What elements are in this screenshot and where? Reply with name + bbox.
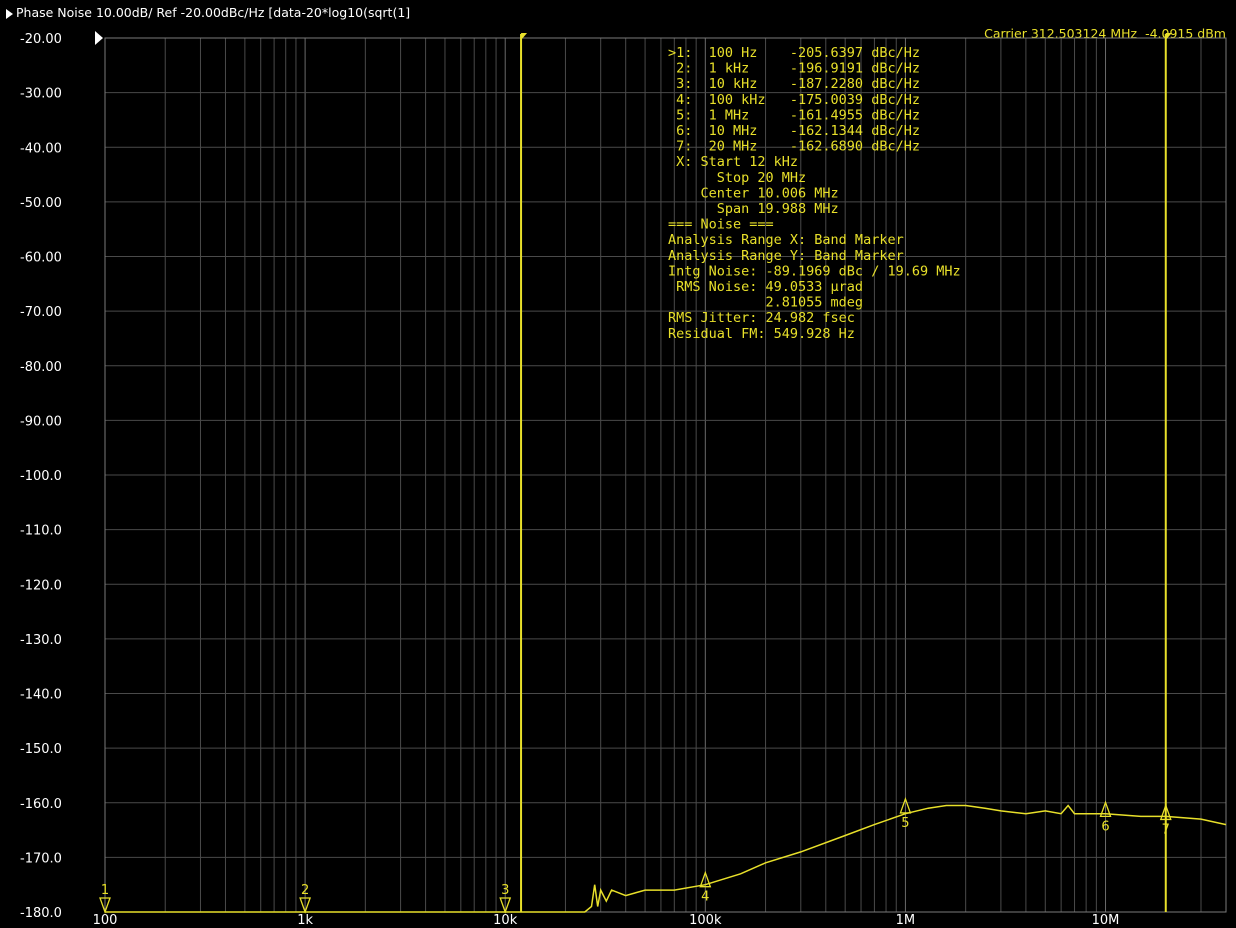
readout-line: Center 10.006 MHz (668, 185, 839, 201)
trace-title: Phase Noise 10.00dB/ Ref -20.00dBc/Hz [d… (16, 5, 411, 20)
readout-line: 2: 1 kHz -196.9191 dBc/Hz (668, 61, 920, 77)
x-axis: 100 1k 10k 100k 1M 10M (93, 913, 1120, 928)
readout-line: 6: 10 MHz -162.1344 dBc/Hz (668, 123, 920, 139)
plot-grid (104, 37, 1227, 913)
readout-line: Analysis Range Y: Band Marker (668, 248, 904, 264)
carrier-label: Carrier 312.503124 MHz (984, 26, 1138, 41)
marker-5-triangle-icon[interactable] (899, 796, 912, 814)
marker-7-label[interactable]: 7 (1162, 822, 1170, 837)
marker-2-label[interactable]: 2 (301, 883, 309, 898)
y-tick-label: -50.00 (20, 196, 62, 211)
marker-6-label[interactable]: 6 (1101, 819, 1109, 834)
readout-line: Analysis Range X: Band Marker (668, 232, 904, 248)
marker-2-triangle-icon[interactable] (299, 897, 312, 914)
y-tick-label: -30.00 (20, 87, 62, 102)
readout-line: RMS Noise: 49.0533 µrad (668, 279, 863, 295)
x-tick-label: 100 (93, 913, 118, 928)
markers[interactable]: 1 2 3 4 5 6 7 (99, 796, 1172, 914)
band-marker-flag-icon[interactable] (1165, 33, 1172, 40)
marker-1-triangle-icon[interactable] (99, 897, 111, 914)
marker-4-triangle-icon[interactable] (699, 870, 712, 888)
marker-readout: >1: 100 Hz -205.6397 dBc/Hz 2: 1 kHz -19… (668, 45, 961, 342)
y-axis: -20.00 -30.00 -40.00 -50.00 -60.00 -70.00 -80.… (20, 31, 103, 921)
trace (105, 804, 1227, 913)
readout-line: RMS Jitter: 24.982 fsec (668, 310, 855, 326)
trace-header: Phase Noise 10.00dB/ Ref -20.00dBc/Hz [d… (0, 0, 1236, 22)
readout-line: 4: 100 kHz -175.0039 dBc/Hz (668, 92, 920, 108)
readout-line: 2.81055 mdeg (668, 295, 863, 311)
y-tick-label: -120.0 (20, 578, 62, 593)
plot-border (104, 37, 1227, 913)
marker-6-triangle-icon[interactable] (1099, 800, 1112, 818)
marker-7-triangle-icon[interactable] (1159, 803, 1172, 821)
y-tick-label: -150.0 (20, 742, 62, 757)
marker-3-label[interactable]: 3 (501, 883, 509, 898)
y-tick-label: -40.00 (20, 141, 62, 156)
readout-line: === Noise === (668, 217, 774, 233)
band-markers[interactable] (520, 33, 1172, 912)
band-marker-flag-icon[interactable] (521, 33, 528, 40)
readout-line: Intg Noise: -89.1969 dBc / 19.69 MHz (668, 263, 961, 279)
readout-line: 5: 1 MHz -161.4955 dBc/Hz (668, 107, 920, 123)
active-trace-triangle-icon[interactable] (6, 9, 13, 19)
y-tick-label: -100.0 (20, 469, 62, 484)
y-tick-label: -90.00 (20, 414, 62, 429)
readout-line: Span 19.988 MHz (668, 201, 839, 217)
plot-frame (104, 37, 1227, 913)
marker-5-label[interactable]: 5 (901, 816, 909, 831)
y-tick-label: -80.00 (20, 360, 62, 375)
readout-line: 3: 10 kHz -187.2280 dBc/Hz (668, 76, 920, 92)
y-tick-label: -60.00 (20, 251, 62, 266)
x-tick-label: 1k (297, 913, 313, 928)
x-tick-label: 10M (1092, 913, 1120, 928)
phase-noise-trace (105, 804, 1227, 913)
x-tick-label: 1M (896, 913, 916, 928)
marker-1-label[interactable]: 1 (101, 883, 109, 898)
readout-line: Stop 20 MHz (668, 170, 806, 186)
y-tick-label: -170.0 (20, 851, 62, 866)
x-tick-label: 100k (689, 913, 722, 928)
y-tick-label: -20.00 (20, 32, 62, 47)
y-tick-label: -130.0 (20, 633, 62, 648)
y-tick-label: -160.0 (20, 797, 62, 812)
ref-level-arrow-icon[interactable] (95, 31, 103, 45)
x-tick-label: 10k (493, 913, 518, 928)
marker-4-label[interactable]: 4 (701, 890, 709, 905)
readout-line: >1: 100 Hz -205.6397 dBc/Hz (668, 45, 920, 61)
readout-line: Residual FM: 549.928 Hz (668, 326, 855, 342)
y-tick-label: -70.00 (20, 305, 62, 320)
y-tick-label: -180.0 (20, 906, 62, 921)
readout-line: X: Start 12 kHz (668, 154, 798, 170)
y-tick-label: -140.0 (20, 688, 62, 703)
y-tick-label: -110.0 (20, 524, 62, 539)
marker-3-triangle-icon[interactable] (499, 897, 512, 914)
readout-line: 7: 20 MHz -162.6890 dBc/Hz (668, 139, 920, 155)
